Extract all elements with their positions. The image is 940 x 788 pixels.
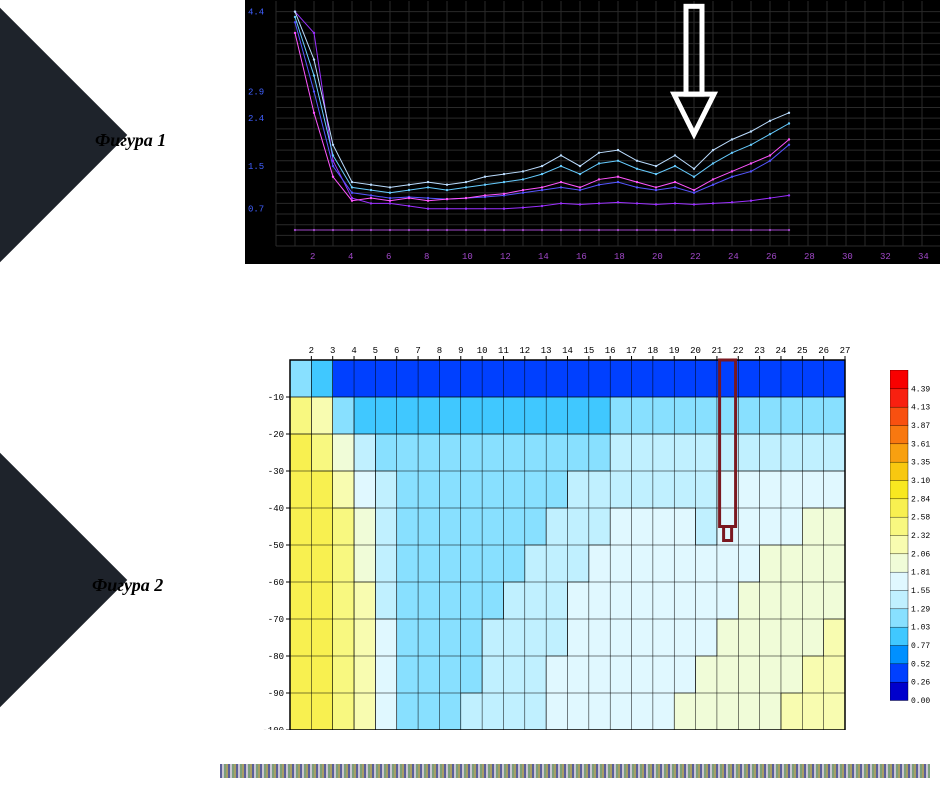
svg-text:26: 26 (818, 346, 829, 356)
svg-text:0.7: 0.7 (248, 205, 264, 215)
svg-text:2: 2 (309, 346, 314, 356)
svg-text:-10: -10 (268, 393, 284, 403)
svg-text:25: 25 (797, 346, 808, 356)
svg-text:0.77: 0.77 (911, 642, 930, 651)
svg-text:2: 2 (310, 252, 315, 262)
svg-text:2.06: 2.06 (911, 550, 930, 559)
figure2-chart: 2345678910111213141516171819202122232425… (245, 335, 875, 730)
svg-text:17: 17 (626, 346, 637, 356)
svg-text:23: 23 (754, 346, 765, 356)
svg-text:4.39: 4.39 (911, 385, 930, 394)
svg-text:-50: -50 (268, 541, 284, 551)
svg-text:1.5: 1.5 (248, 162, 264, 172)
svg-text:-70: -70 (268, 615, 284, 625)
svg-text:2.84: 2.84 (911, 495, 930, 504)
svg-text:15: 15 (583, 346, 594, 356)
figure2-label: Фигура 2 (92, 575, 163, 596)
svg-text:2.58: 2.58 (911, 514, 930, 523)
svg-text:16: 16 (605, 346, 616, 356)
svg-text:2.4: 2.4 (248, 114, 264, 124)
svg-text:4.4: 4.4 (248, 8, 264, 18)
svg-text:24: 24 (728, 252, 739, 262)
svg-text:28: 28 (804, 252, 815, 262)
svg-text:20: 20 (652, 252, 663, 262)
svg-text:22: 22 (733, 346, 744, 356)
svg-text:8: 8 (424, 252, 429, 262)
svg-text:20: 20 (690, 346, 701, 356)
svg-text:14: 14 (538, 252, 549, 262)
page: { "labels":{"figure1":"Фигура 1","figure… (0, 0, 940, 788)
svg-text:3: 3 (330, 346, 335, 356)
svg-text:30: 30 (842, 252, 853, 262)
svg-text:4: 4 (351, 346, 356, 356)
svg-text:3.87: 3.87 (911, 422, 930, 431)
svg-text:21: 21 (712, 346, 723, 356)
svg-text:-20: -20 (268, 430, 284, 440)
svg-text:-30: -30 (268, 467, 284, 477)
svg-text:1.55: 1.55 (911, 587, 930, 596)
svg-text:6: 6 (394, 346, 399, 356)
svg-text:12: 12 (500, 252, 511, 262)
svg-text:13: 13 (541, 346, 552, 356)
svg-text:24: 24 (776, 346, 787, 356)
svg-text:0.00: 0.00 (911, 697, 930, 706)
svg-text:26: 26 (766, 252, 777, 262)
svg-text:1.81: 1.81 (911, 569, 930, 578)
svg-text:3.10: 3.10 (911, 477, 930, 486)
svg-text:4.13: 4.13 (911, 404, 930, 413)
svg-text:8: 8 (437, 346, 442, 356)
svg-text:18: 18 (614, 252, 625, 262)
svg-text:-80: -80 (268, 652, 284, 662)
svg-text:3.61: 3.61 (911, 440, 930, 449)
svg-text:-60: -60 (268, 578, 284, 588)
footer-decoration (220, 764, 930, 778)
svg-text:16: 16 (576, 252, 587, 262)
svg-text:34: 34 (918, 252, 929, 262)
svg-text:18: 18 (647, 346, 658, 356)
svg-text:1.03: 1.03 (911, 624, 930, 633)
svg-text:6: 6 (386, 252, 391, 262)
svg-text:12: 12 (519, 346, 530, 356)
svg-text:1.29: 1.29 (911, 605, 930, 614)
svg-text:7: 7 (415, 346, 420, 356)
svg-text:32: 32 (880, 252, 891, 262)
svg-text:-90: -90 (268, 689, 284, 699)
svg-text:4: 4 (348, 252, 353, 262)
svg-text:9: 9 (458, 346, 463, 356)
svg-text:3.35: 3.35 (911, 459, 930, 468)
svg-text:10: 10 (462, 252, 473, 262)
svg-text:27: 27 (840, 346, 851, 356)
svg-text:10: 10 (477, 346, 488, 356)
figure1-chart: 0.71.52.42.94.42468101214161820222426283… (245, 0, 940, 264)
svg-text:14: 14 (562, 346, 573, 356)
svg-text:0.52: 0.52 (911, 660, 930, 669)
svg-text:0.26: 0.26 (911, 679, 930, 688)
colorbar-legend: 0.000.260.520.771.031.291.551.812.062.32… (890, 370, 940, 700)
svg-text:-40: -40 (268, 504, 284, 514)
svg-text:22: 22 (690, 252, 701, 262)
svg-text:-100: -100 (262, 726, 284, 730)
svg-text:5: 5 (373, 346, 378, 356)
svg-text:19: 19 (669, 346, 680, 356)
svg-text:11: 11 (498, 346, 509, 356)
svg-text:2.9: 2.9 (248, 88, 264, 98)
figure1-label: Фигура 1 (95, 130, 166, 151)
svg-text:2.32: 2.32 (911, 532, 930, 541)
